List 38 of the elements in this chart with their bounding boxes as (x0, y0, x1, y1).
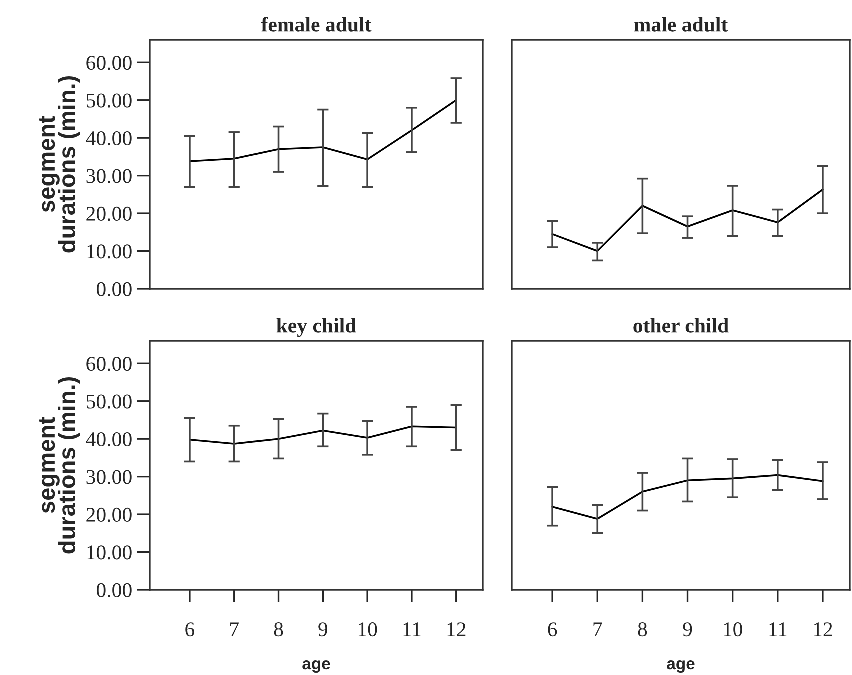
x-tick-label: 7 (230, 622, 239, 636)
x-tick-label: 9 (683, 622, 692, 637)
y-tick-label: 0.00 (96, 583, 132, 598)
y-tick-label: 40.00 (86, 131, 132, 146)
chart-title: male adult (634, 17, 728, 32)
y-tick-label: 20.00 (86, 206, 132, 222)
y-tick-label: 10.00 (88, 546, 132, 560)
chart-title: key child (276, 318, 356, 338)
line-series (189, 99, 458, 162)
x-tick-label: 7 (594, 622, 602, 636)
y-tick-label: 30.00 (86, 470, 132, 484)
x-tick-label: 9 (318, 622, 328, 637)
x-tick-label: 10 (358, 622, 378, 637)
line-series (189, 426, 458, 445)
y-axis-title: segment durations (min.) (40, 377, 80, 554)
x-tick-label: 12 (814, 622, 832, 636)
y-tick-label: 60.00 (86, 357, 132, 372)
y-tick-label: 20.00 (86, 508, 132, 522)
x-tick-label: 8 (274, 622, 284, 637)
chart-title: female adult (261, 17, 372, 32)
y-tick-label: 10.00 (88, 244, 132, 259)
x-axis-title: age (667, 660, 695, 674)
x-tick-label: 12 (448, 622, 466, 636)
x-tick-label: 11 (404, 622, 421, 636)
x-tick-label: 6 (186, 622, 195, 637)
y-axis-title: segment durations (min.) (40, 76, 80, 253)
x-tick-label: 11 (770, 622, 787, 636)
y-tick-label: 0.00 (96, 282, 132, 297)
y-tick-label: 30.00 (86, 169, 132, 184)
y-tick-label: 50.00 (86, 94, 132, 108)
y-tick-label: 40.00 (86, 432, 132, 447)
x-tick-label: 10 (724, 622, 742, 637)
chart-title: other child (634, 318, 729, 333)
x-tick-label: 8 (638, 622, 648, 637)
y-tick-label: 60.00 (86, 56, 132, 70)
y-tick-label: 50.00 (86, 394, 132, 409)
x-axis-title: age (302, 660, 330, 674)
x-tick-label: 6 (548, 622, 558, 637)
